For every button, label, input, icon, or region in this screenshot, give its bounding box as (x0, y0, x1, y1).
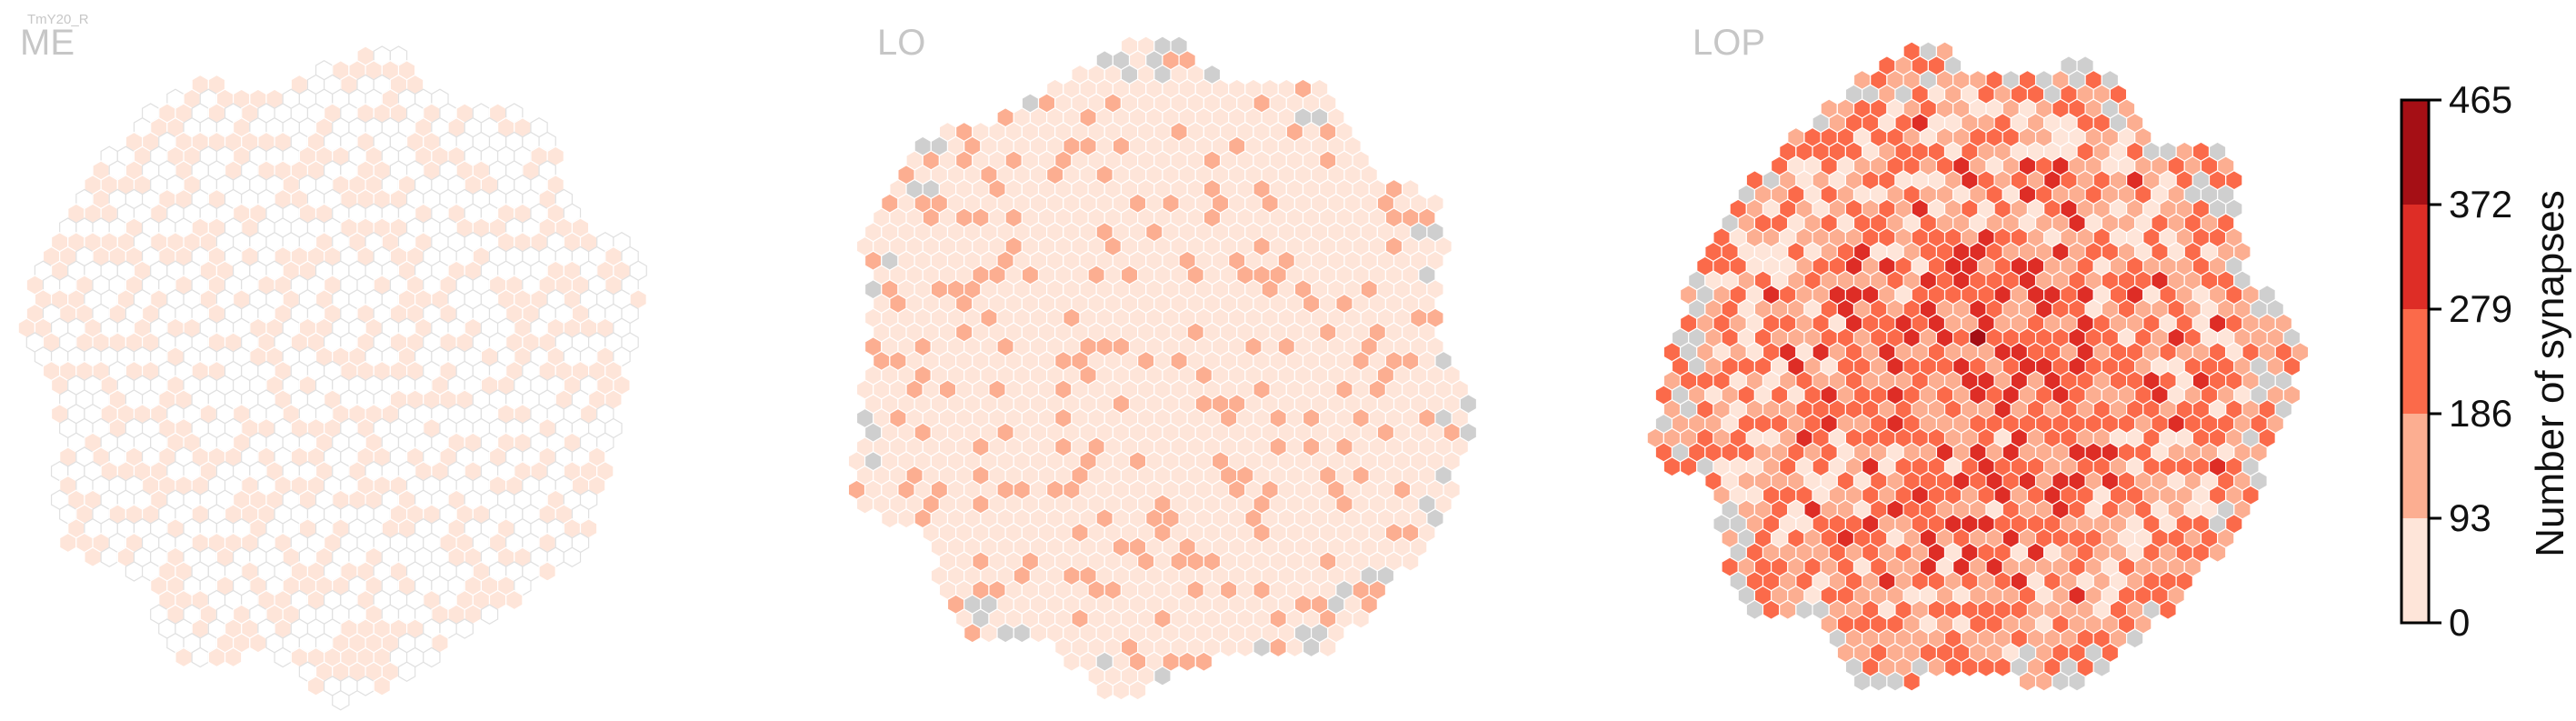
lo-hex-cell (1285, 636, 1304, 658)
lop-hex-cell (2034, 671, 2053, 692)
lop-hex-cell (1762, 599, 1781, 620)
lop-hex-cell (1927, 656, 1946, 677)
lop-hex-cell (1745, 599, 1764, 620)
lo-hex-cell (897, 508, 915, 529)
colorbar: 0 93 186 279 372 465 (2400, 78, 2512, 644)
me-title: ME (20, 23, 75, 63)
me-hex-cell (59, 532, 77, 554)
lop-hex-cell (1852, 671, 1872, 692)
me-hex-cell (125, 561, 144, 582)
colorbar-segment (2401, 100, 2429, 205)
lo-hex-cell (1194, 651, 1213, 672)
lo-hex-cell (855, 494, 874, 515)
lop-title: LOP (1692, 23, 1765, 63)
lop-hex-cell (2126, 628, 2144, 649)
me-hex-cell (480, 604, 499, 625)
lop-hex-cell (1977, 656, 1995, 677)
lo-hex-cell (1302, 636, 1321, 658)
me-hex-cell (455, 618, 474, 639)
lo-hex-cell (996, 623, 1014, 644)
colorbar-tick-label: 465 (2449, 78, 2512, 121)
lop-hex-cell (1870, 671, 1888, 692)
colorbar-segment (2401, 518, 2429, 623)
lo-hex-cell (1013, 623, 1032, 644)
lo-hex-cell (1029, 623, 1048, 644)
lo-hex-cell (1153, 666, 1172, 686)
me-hex-cell (397, 661, 416, 682)
me-hex-cell (274, 646, 292, 668)
lop-hex-cell (1779, 599, 1797, 620)
lop-hex-cell (1943, 656, 1962, 677)
me-hex-cell (423, 646, 441, 668)
colorbar-tick-label: 372 (2449, 183, 2512, 225)
lo-hex-cell (964, 623, 982, 644)
me-hex-cell (306, 676, 325, 696)
colorbar-tick-label: 93 (2449, 496, 2491, 539)
lop-hex-cell (1902, 671, 1921, 692)
me-hex-cell (224, 646, 243, 668)
me-hex-cell (207, 646, 226, 668)
colorbar-segment (2401, 414, 2429, 518)
lop-hex-cell (2052, 671, 2070, 692)
me-hex-cell (100, 546, 118, 567)
me-hex-cell (191, 646, 209, 668)
me-hex-cell (356, 676, 374, 696)
lop-hex-cell (1886, 671, 1904, 692)
lo-hex-cell (1063, 651, 1081, 672)
colorbar-segment (2401, 205, 2429, 309)
lop-heatmap-panel (1646, 41, 2310, 692)
colorbar-label: Number of synapses (2528, 190, 2572, 557)
lo-hex-cell (1319, 636, 1337, 658)
lo-hex-cell (1236, 636, 1254, 658)
lo-hex-cell (1219, 636, 1238, 658)
me-hex-cell (332, 690, 350, 711)
lo-heatmap-panel (847, 35, 1478, 701)
colorbar-tick-label: 186 (2449, 392, 2512, 435)
lo-hex-cell (1112, 680, 1131, 701)
me-hex-cell (175, 646, 193, 668)
lo-hex-cell (1253, 636, 1271, 658)
lop-hex-cell (2208, 542, 2227, 563)
me-hex-cell (538, 561, 556, 582)
lop-hex-cell (1993, 656, 2012, 677)
lop-hex-cell (1679, 456, 1698, 477)
me-hex-cell (84, 546, 102, 567)
lop-hex-cell (2068, 671, 2086, 692)
lo-hex-cell (1269, 636, 1287, 658)
me-hex-cell (249, 633, 267, 654)
lop-hex-cell (2159, 599, 2177, 620)
lo-hex-cell (1352, 608, 1370, 629)
lo-hex-cell (1095, 680, 1113, 701)
lo-hex-cell (1402, 551, 1420, 572)
colorbar-segment (2401, 309, 2429, 414)
me-hex-cell (563, 546, 582, 567)
me-heatmap-panel (17, 45, 647, 711)
lop-hex-cell (2018, 671, 2037, 692)
lop-hex-cell (1961, 656, 1979, 677)
lo-hex-cell (1178, 651, 1196, 672)
neuron-label: TmY20_R (27, 12, 89, 27)
lo-hex-cell (881, 508, 899, 529)
lop-hex-cell (1662, 456, 1682, 477)
lop-hex-cell (1795, 599, 1813, 620)
me-hex-cell (373, 676, 391, 696)
lo-hex-cell (1128, 680, 1147, 701)
lop-hex-cell (2092, 656, 2112, 677)
colorbar-tick-label: 0 (2449, 601, 2470, 644)
colorbar-tick-label: 279 (2449, 287, 2512, 330)
lo-title: LO (877, 23, 925, 63)
lo-hex-cell (980, 623, 998, 644)
me-hex-cell (505, 589, 524, 611)
